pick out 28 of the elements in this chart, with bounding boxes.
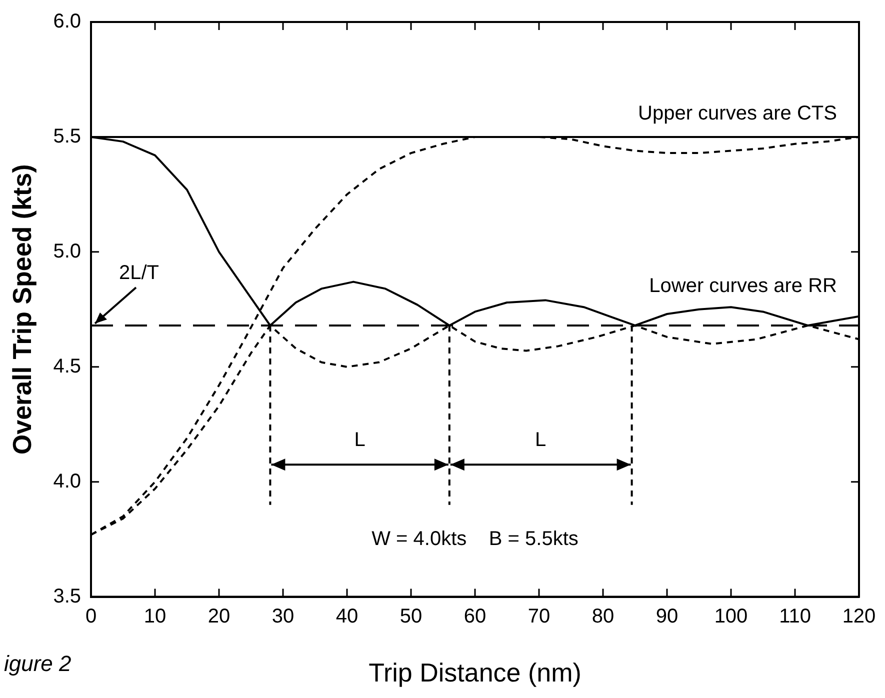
- annotation: L: [535, 429, 546, 452]
- x-tick-label: 20: [208, 605, 230, 628]
- x-tick-label: 10: [144, 605, 166, 628]
- x-tick-label: 60: [464, 605, 486, 628]
- x-tick-label: 0: [85, 605, 97, 628]
- ref-line-label: 2L/T: [119, 262, 160, 284]
- y-tick-label: 4.0: [53, 470, 82, 492]
- x-tick-label: 50: [400, 605, 422, 628]
- x-tick-label: 100: [714, 605, 748, 628]
- x-tick-label: 70: [528, 605, 550, 628]
- y-tick-label: 4.5: [53, 355, 82, 378]
- y-tick-label: 5.5: [53, 125, 82, 148]
- annotation: Upper curves are CTS: [638, 102, 837, 124]
- y-tick-label: 6.0: [53, 10, 82, 33]
- x-tick-label: 30: [272, 605, 294, 628]
- x-axis-title: Trip Distance (nm): [368, 658, 582, 688]
- x-tick-label: 110: [779, 605, 811, 628]
- y-axis-title: Overall Trip Speed (kts): [6, 164, 37, 455]
- annotation: W = 4.0kts B = 5.5kts: [372, 528, 578, 550]
- x-tick-label: 120: [842, 605, 876, 628]
- annotation: Lower curves are RR: [649, 274, 837, 297]
- x-tick-label: 40: [336, 605, 358, 628]
- text: igure 2: [4, 650, 72, 676]
- y-tick-label: 3.5: [53, 585, 82, 608]
- y-tick-label: 5.0: [53, 240, 82, 262]
- annotation: L: [354, 429, 366, 452]
- x-tick-label: 90: [656, 605, 678, 628]
- x-tick-label: 80: [592, 605, 614, 628]
